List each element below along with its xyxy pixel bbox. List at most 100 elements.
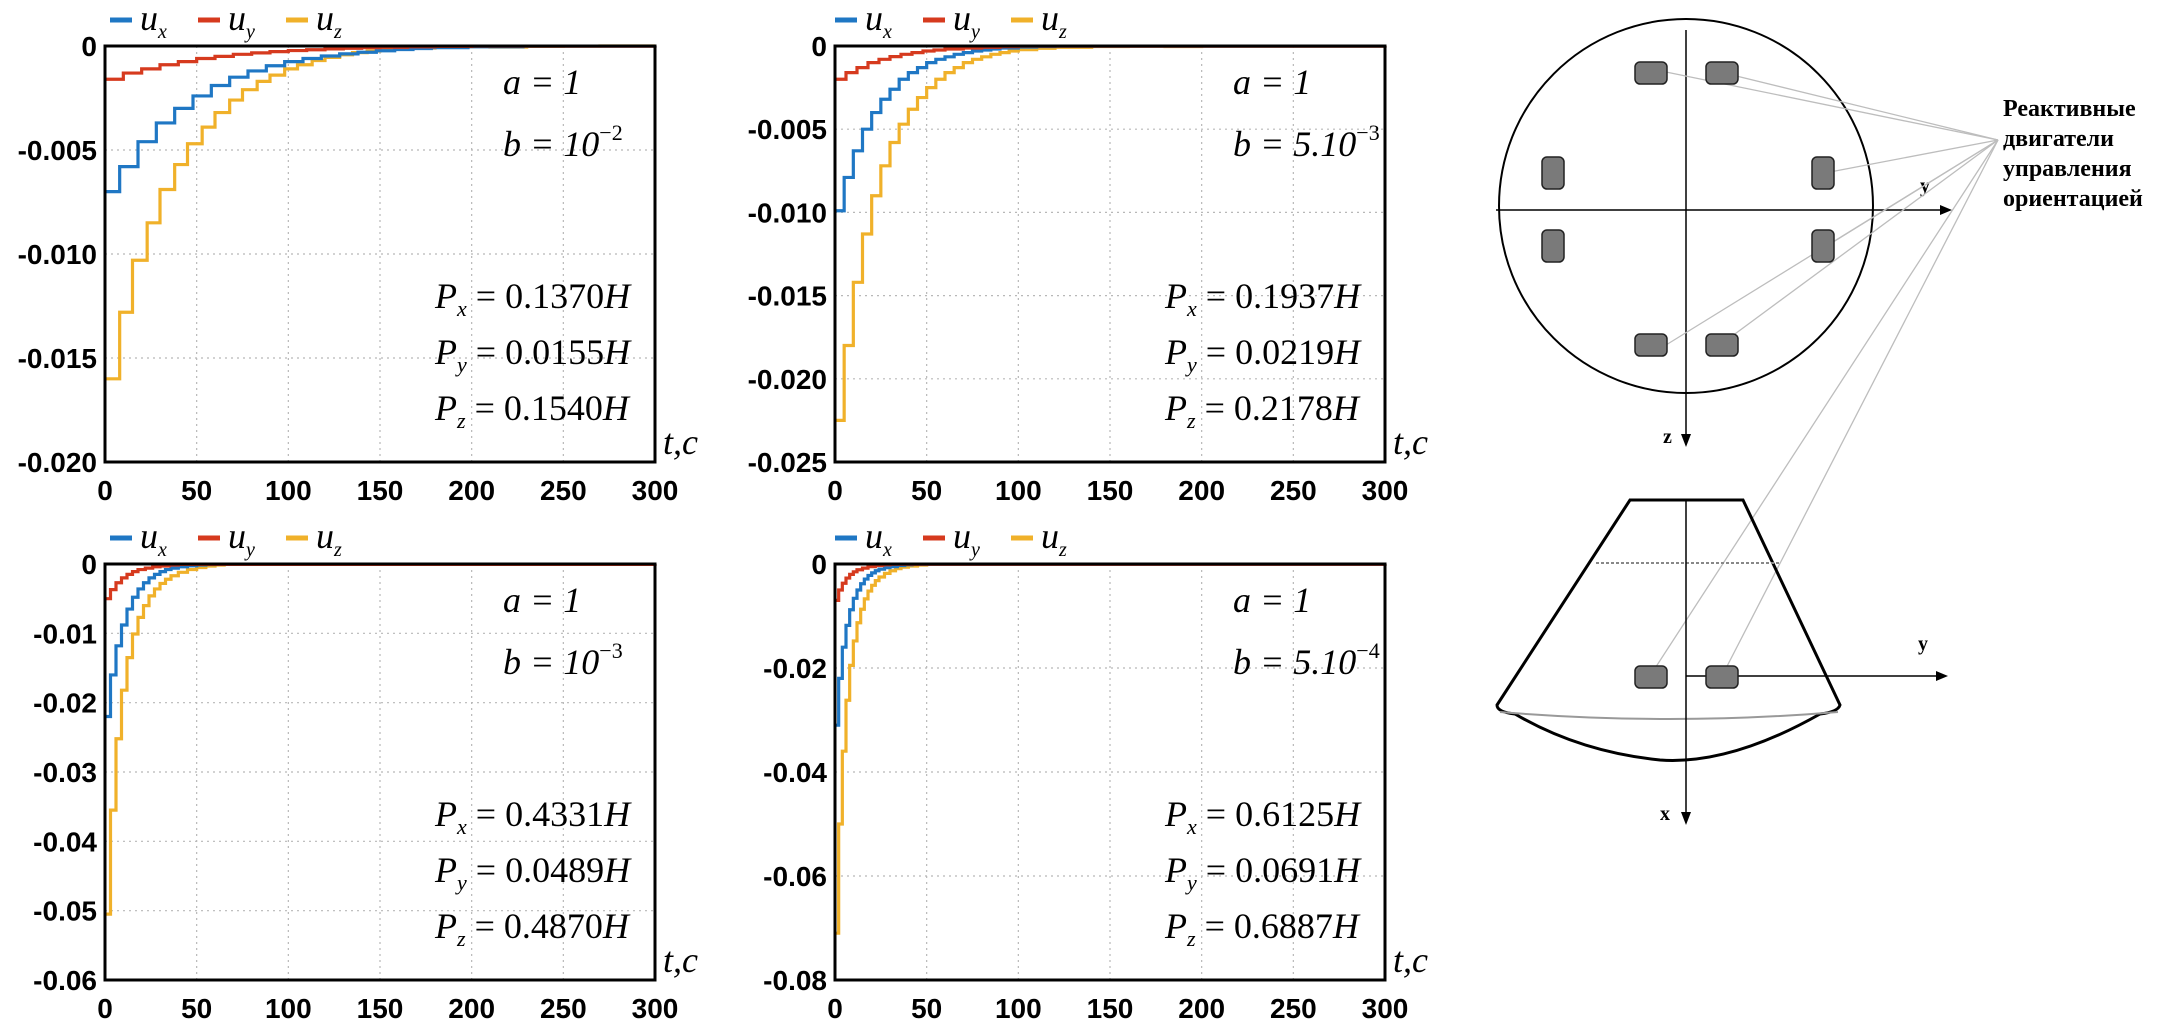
x-tick-label: 100 [265, 475, 312, 506]
pointer-line [1649, 139, 1999, 677]
y-tick-label: -0.04 [33, 826, 97, 857]
side-x-axis-arrow-icon [1681, 812, 1691, 825]
top-z-axis-label: z [1663, 426, 1672, 448]
y-tick-label: -0.015 [748, 281, 827, 312]
x-tick-label: 300 [632, 475, 679, 506]
capsule-side-outline [1495, 498, 1842, 762]
x-tick-label: 100 [995, 475, 1042, 506]
param-b-label: b = 5.10−3 [1233, 120, 1380, 164]
top-z-axis-arrow-icon [1681, 434, 1691, 447]
y-tick-label: -0.010 [18, 239, 97, 270]
force-label-py: Py = 0.0691H [1164, 850, 1362, 895]
thruster-icon [1541, 229, 1565, 263]
thruster-label-line-3: управления [2003, 156, 2132, 182]
thruster-label-line-2: двигатели [2003, 126, 2114, 152]
legend-label-uy: uy [228, 0, 255, 43]
x-tick-label: 50 [911, 993, 942, 1024]
y-tick-label: -0.06 [763, 861, 827, 892]
x-tick-label: 100 [265, 993, 312, 1024]
capsule-seam-lower [1499, 711, 1839, 720]
force-label-py: Py = 0.0219H [1164, 332, 1362, 377]
force-label-pz: Pz = 0.6887H [1164, 906, 1361, 951]
param-b-label: b = 10−3 [503, 638, 623, 682]
y-tick-label: -0.005 [748, 114, 827, 145]
force-label-px: Px = 0.4331H [434, 794, 632, 839]
x-tick-label: 50 [911, 475, 942, 506]
y-tick-label: -0.015 [18, 343, 97, 374]
legend: ux uy uz [110, 0, 342, 43]
plot-frame [833, 562, 1387, 982]
x-tick-label: 250 [540, 475, 587, 506]
pointer-line [1719, 71, 1999, 141]
thruster-icon [1541, 156, 1565, 190]
force-label-pz: Pz = 0.4870H [434, 906, 631, 951]
y-tick-label: 0 [811, 549, 827, 580]
chart-panel-4: 0-0.02-0.04-0.06-0.080 50 100 150 200 250 300t… [763, 516, 1428, 1024]
chart-panel-3: 0-0.01-0.02-0.03-0.04-0.05-0.060 50 100 150… [33, 516, 698, 1024]
y-tick-label: -0.03 [33, 757, 97, 788]
x-tick-label: 100 [995, 993, 1042, 1024]
thruster-icon [1811, 229, 1835, 263]
param-a-label: a = 1 [1233, 62, 1311, 102]
x-tick-label: 200 [1178, 993, 1225, 1024]
legend-label-uz: uz [1041, 516, 1067, 561]
x-tick-label: 250 [1270, 993, 1317, 1024]
param-b-label: b = 5.10−4 [1233, 638, 1380, 682]
x-tick-label: 50 [181, 475, 212, 506]
legend-label-uz: uz [316, 0, 342, 43]
param-a-label: a = 1 [503, 62, 581, 102]
param-a-label: a = 1 [1233, 580, 1311, 620]
thruster-icon [1634, 333, 1668, 357]
thruster-icon [1705, 665, 1739, 689]
thruster-label-line-4: ориентацией [2003, 186, 2143, 212]
legend: ux uy uz [835, 0, 1067, 43]
series-line-ux [105, 44, 657, 194]
thruster-icon [1634, 61, 1668, 85]
x-axis-label: t,c [1393, 422, 1428, 462]
pointer-line [1719, 139, 1999, 346]
force-label-py: Py = 0.0489H [434, 850, 632, 895]
pointer-line [1829, 139, 1999, 173]
side-y-axis-arrow-icon [1936, 671, 1948, 681]
pointer-line [1721, 139, 1999, 677]
thruster-icon [1811, 156, 1835, 190]
x-axis-label: t,c [1393, 940, 1428, 980]
y-tick-label: -0.025 [748, 447, 827, 478]
param-a-label: a = 1 [503, 580, 581, 620]
thruster-icon [1705, 333, 1739, 357]
x-tick-label: 200 [1178, 475, 1225, 506]
plot-frame [103, 44, 657, 464]
force-label-px: Px = 0.1370H [434, 276, 632, 321]
x-tick-label: 150 [1087, 475, 1134, 506]
force-label-px: Px = 0.6125H [1164, 794, 1362, 839]
y-tick-label: 0 [81, 31, 97, 62]
y-tick-label: -0.02 [763, 653, 827, 684]
thruster-diagram-top-view: y z Реактивные двигатели управления орие… [1496, 18, 2143, 677]
y-tick-label: -0.02 [33, 688, 97, 719]
y-tick-label: 0 [81, 549, 97, 580]
force-label-px: Px = 0.1937H [1164, 276, 1362, 321]
x-tick-label: 150 [357, 993, 404, 1024]
side-y-axis-label: y [1918, 633, 1928, 655]
x-tick-label: 300 [632, 993, 679, 1024]
y-tick-label: -0.020 [18, 447, 97, 478]
legend-label-ux: ux [865, 0, 892, 43]
thruster-blocks-top [1541, 61, 1835, 357]
y-tick-label: -0.08 [763, 965, 827, 996]
plot-frame [833, 44, 1387, 464]
legend-label-uz: uz [1041, 0, 1067, 43]
legend-label-uy: uy [953, 0, 980, 43]
top-y-axis-label: y [1920, 175, 1930, 197]
x-tick-label: 200 [448, 993, 495, 1024]
plot-frame [103, 562, 657, 982]
force-label-pz: Pz = 0.2178H [1164, 388, 1361, 433]
x-tick-label: 250 [540, 993, 587, 1024]
series-line-uz [835, 562, 1387, 935]
legend-label-uy: uy [228, 516, 255, 561]
x-axis-label: t,c [663, 940, 698, 980]
y-tick-label: -0.005 [18, 135, 97, 166]
x-tick-label: 0 [827, 475, 843, 506]
thruster-label-line-1: Реактивные [2003, 96, 2136, 122]
